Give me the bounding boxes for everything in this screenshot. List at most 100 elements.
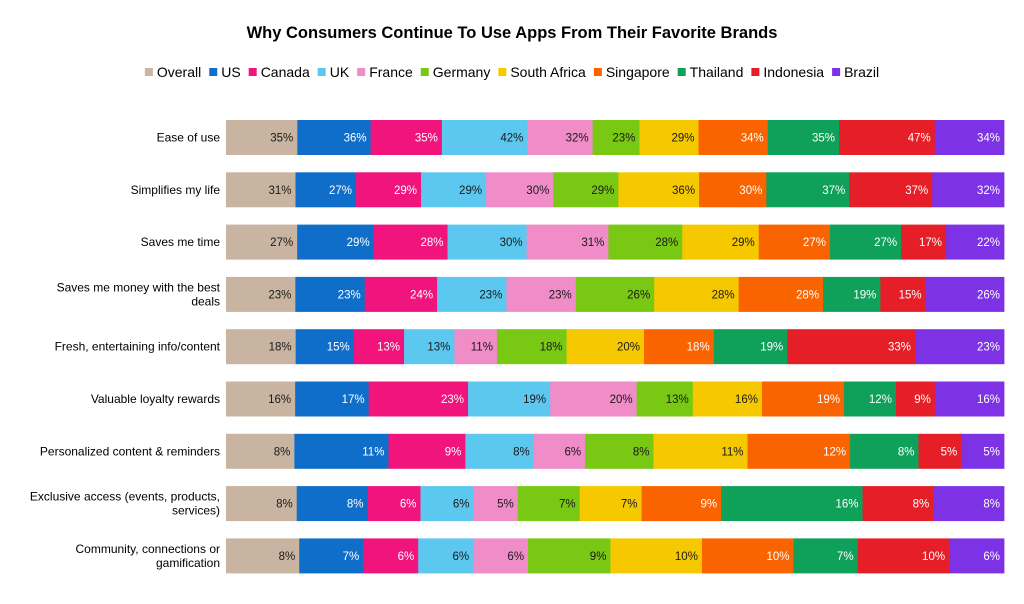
data-label: 8% [274, 446, 291, 458]
bar-segment-overall [226, 381, 296, 417]
bar-segment-france [526, 224, 609, 260]
legend-swatch-france [357, 68, 366, 76]
bar-segment-us [294, 433, 389, 469]
data-label: 13% [427, 342, 450, 354]
data-label: 8% [983, 499, 1000, 511]
bar-segment-indonesia [880, 276, 926, 312]
bar-segment-brazil [934, 381, 1005, 417]
data-label: 32% [566, 133, 589, 145]
data-label: 19% [853, 289, 876, 301]
data-label: 17% [342, 394, 365, 406]
data-label: 34% [977, 133, 1000, 145]
legend-label-us: US [221, 64, 240, 80]
legend-swatch-thailand [677, 68, 686, 76]
data-label: 29% [671, 133, 694, 145]
data-label: 20% [610, 394, 633, 406]
data-label: 5% [941, 446, 958, 458]
bar-segment-france [486, 172, 554, 208]
bar-segment-overall [226, 224, 298, 260]
bar-segment-brazil [933, 486, 1005, 522]
data-label: 24% [410, 289, 433, 301]
bar-segment-indonesia [787, 329, 916, 365]
bar-segment-uk [447, 224, 528, 260]
bar-segment-uk [468, 381, 551, 417]
data-label: 26% [977, 289, 1000, 301]
data-label: 35% [415, 133, 438, 145]
legend-swatch-canada [248, 68, 257, 76]
data-label: 19% [523, 394, 546, 406]
data-label: 13% [666, 394, 689, 406]
legend-item-indonesia: Indonesia [751, 64, 824, 80]
data-label: 27% [270, 237, 293, 249]
bar-segment-indonesia [839, 120, 936, 155]
bar-segment-france [473, 538, 529, 574]
category-label: Simplifies my life [131, 183, 221, 197]
bar-segment-canada [368, 381, 469, 417]
legend-swatch-us [209, 68, 218, 76]
bar-segment-us [295, 381, 370, 417]
data-label: 6% [398, 551, 415, 563]
legend-item-singapore: Singapore [593, 64, 670, 80]
bar-segment-south-africa [653, 433, 748, 469]
category-label: Community, connections or gamification [75, 542, 220, 570]
data-label: 28% [421, 237, 444, 249]
bar-segment-us [295, 172, 357, 208]
data-label: 17% [919, 237, 942, 249]
legend-label-uk: UK [330, 64, 350, 80]
bar-segment-overall [226, 433, 295, 469]
data-label: 30% [500, 237, 523, 249]
bar-segment-south-africa [579, 486, 642, 522]
bar-segment-singapore [644, 329, 715, 365]
bar-segment-uk [441, 120, 528, 155]
bar-segment-indonesia [862, 486, 934, 522]
bar-segment-us [295, 276, 366, 312]
bar-segment-canada [367, 486, 421, 522]
data-label: 8% [279, 551, 296, 563]
bar-segment-overall [226, 120, 298, 155]
bar-segment-thailand [844, 381, 897, 417]
data-label: 19% [817, 394, 840, 406]
bar-segment-us [297, 224, 375, 260]
bar-segment-singapore [738, 276, 824, 312]
bar-segment-south-africa [639, 120, 699, 155]
legend-swatch-uk [317, 68, 326, 76]
bar-row-valuable-loyalty-rewards: Valuable loyalty rewards 16% 17% 23% 19% 20% 1… [91, 381, 1005, 417]
bar-segment-south-africa [692, 381, 763, 417]
legend-label-canada: Canada [261, 64, 310, 80]
bar-segment-france [533, 433, 586, 469]
data-label: 8% [347, 499, 364, 511]
data-label: 27% [874, 237, 897, 249]
bar-segment-south-africa [618, 172, 700, 208]
data-label: 19% [760, 342, 783, 354]
data-label: 8% [633, 446, 650, 458]
bar-segment-indonesia [895, 381, 936, 417]
data-label: 29% [591, 185, 614, 197]
data-label: 18% [687, 342, 710, 354]
data-label: 6% [564, 446, 581, 458]
data-label: 30% [526, 185, 549, 197]
bar-segment-singapore [747, 433, 851, 469]
bar-segment-indonesia [918, 433, 962, 469]
legend-label-germany: Germany [433, 64, 491, 80]
bar-segment-canada [356, 172, 422, 208]
data-label: 10% [766, 551, 789, 563]
data-label: 23% [549, 289, 572, 301]
legend-label-south-africa: South Africa [510, 64, 586, 80]
legend-label-brazil: Brazil [844, 64, 879, 80]
data-label: 7% [343, 551, 360, 563]
bar-row-exclusive-access-events-products-services: Exclusive access (events, products, servi… [30, 486, 1005, 522]
bar-row-personalized-content-reminders: Personalized content & reminders 8% 11% 9% 8… [40, 433, 1005, 469]
data-label: 23% [977, 342, 1000, 354]
legend-label-thailand: Thailand [690, 64, 744, 80]
bar-segment-germany [636, 381, 694, 417]
data-label: 37% [905, 185, 928, 197]
data-label: 7% [837, 551, 854, 563]
bar-segment-germany [517, 486, 581, 522]
data-label: 18% [540, 342, 563, 354]
bar-segment-singapore [758, 224, 831, 260]
data-label: 11% [721, 446, 743, 458]
bar-segment-brazil [949, 538, 1005, 574]
bar-segment-overall [226, 329, 297, 365]
legend-swatch-germany [420, 68, 429, 76]
data-label: 11% [362, 446, 384, 458]
